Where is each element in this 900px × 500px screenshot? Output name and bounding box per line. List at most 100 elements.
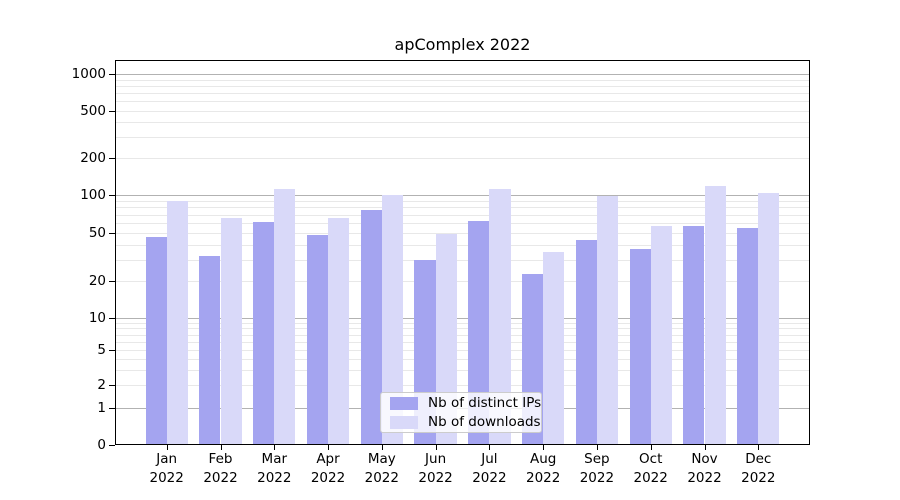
bar-downloads-jun <box>435 234 457 444</box>
x-tick-label-jun: Jun 2022 <box>418 451 453 486</box>
gridline-minor-6 <box>116 341 810 343</box>
y-tick-label-50: 50 <box>88 225 106 241</box>
bar-downloads-aug <box>543 251 565 444</box>
x-tick-label-jul: Jul 2022 <box>472 451 507 486</box>
x-tick-label-feb: Feb 2022 <box>203 451 238 486</box>
y-tick-label-100: 100 <box>80 187 106 203</box>
y-tick-label-10: 10 <box>88 310 106 326</box>
bar-ips-mar <box>253 222 275 444</box>
axis-spine-bottom <box>115 444 810 445</box>
x-tick-mark-jul <box>489 445 491 450</box>
x-tick-label-may: May 2022 <box>364 451 399 486</box>
gridline-minor-300 <box>116 137 810 139</box>
chart-title: apComplex 2022 <box>394 35 531 54</box>
y-tick-label-1: 1 <box>97 400 106 416</box>
legend-swatch-downloads <box>390 415 418 429</box>
bar-downloads-apr <box>328 217 350 444</box>
x-tick-mark-sep <box>596 445 598 450</box>
x-tick-label-apr: Apr 2022 <box>310 451 346 486</box>
y-tick-label-20: 20 <box>88 273 106 289</box>
y-tick-label-500: 500 <box>80 103 106 119</box>
x-tick-label-jan: Jan 2022 <box>149 451 184 486</box>
bar-ips-may <box>360 210 382 444</box>
gridline-minor-500 <box>116 111 810 112</box>
x-tick-mark-jun <box>435 445 437 450</box>
gridline-minor-90 <box>116 200 810 202</box>
gridline-minor-20 <box>116 281 810 282</box>
bar-ips-jan <box>145 237 167 444</box>
gridline-minor-200 <box>116 158 810 159</box>
axis-spine-left <box>115 60 116 445</box>
gridline-minor-8 <box>116 328 810 330</box>
gridline-major-10 <box>116 318 810 319</box>
gridline-major-100 <box>116 195 810 196</box>
gridline-minor-30 <box>116 259 810 261</box>
gridline-minor-3 <box>116 369 810 371</box>
axis-spine-top <box>115 60 810 61</box>
bar-ips-jul <box>468 221 490 444</box>
bar-ips-feb <box>199 256 221 444</box>
legend-label-distinct-ips: Nb of distinct IPs <box>428 395 542 411</box>
legend: Nb of distinct IPs Nb of downloads <box>380 392 542 433</box>
bar-downloads-oct <box>650 225 672 444</box>
bar-ips-apr <box>306 235 328 444</box>
x-tick-mark-jan <box>166 445 168 450</box>
y-tick-label-2: 2 <box>97 377 106 393</box>
x-tick-label-aug: Aug 2022 <box>526 451 561 486</box>
y-tick-label-0: 0 <box>97 436 106 453</box>
x-tick-label-dec: Dec 2022 <box>741 451 776 486</box>
bar-ips-sep <box>575 239 597 444</box>
x-tick-mark-oct <box>650 445 652 450</box>
gridline-minor-4 <box>116 358 810 360</box>
x-tick-mark-nov <box>704 445 706 450</box>
x-tick-mark-apr <box>328 445 329 450</box>
y-tick-label-5: 5 <box>97 342 106 358</box>
y-tick-mark-0 <box>109 444 115 446</box>
bar-downloads-jul <box>489 189 511 444</box>
x-tick-mark-aug <box>543 445 545 450</box>
x-tick-label-oct: Oct 2022 <box>633 451 668 486</box>
y-tick-mark-2 <box>109 385 115 386</box>
legend-swatch-distinct-ips <box>390 396 418 410</box>
gridline-minor-2 <box>116 385 810 386</box>
gridline-major-1000 <box>116 74 810 75</box>
gridline-minor-50 <box>116 233 810 234</box>
y-tick-mark-200 <box>109 158 115 159</box>
bar-downloads-feb <box>220 217 242 444</box>
gridline-minor-80 <box>116 207 810 209</box>
gridline-minor-60 <box>116 223 810 224</box>
legend-item-downloads: Nb of downloads <box>381 414 541 430</box>
y-tick-mark-10 <box>109 318 115 319</box>
bar-downloads-sep <box>596 196 619 444</box>
bar-downloads-may <box>381 195 403 444</box>
y-tick-mark-20 <box>109 281 115 282</box>
gridline-minor-900 <box>116 79 810 81</box>
gridline-minor-7 <box>116 334 810 336</box>
gridline-minor-40 <box>116 244 810 246</box>
x-tick-mark-may <box>381 445 383 450</box>
y-tick-mark-500 <box>109 111 115 112</box>
y-tick-mark-1000 <box>109 74 115 75</box>
gridline-minor-70 <box>116 214 810 216</box>
bar-downloads-mar <box>274 188 296 444</box>
bar-ips-nov <box>683 225 705 444</box>
y-tick-label-1000: 1000 <box>71 66 106 82</box>
bar-downloads-jan <box>166 200 188 444</box>
bar-ips-dec <box>737 227 759 444</box>
bar-downloads-dec <box>758 193 780 444</box>
x-tick-mark-feb <box>220 445 222 450</box>
y-tick-mark-1 <box>109 408 115 409</box>
y-tick-mark-50 <box>109 233 115 234</box>
gridline-minor-800 <box>116 85 810 87</box>
gridline-minor-600 <box>116 101 810 103</box>
x-tick-mark-dec <box>758 445 760 450</box>
bar-ips-oct <box>629 248 651 444</box>
y-tick-label-200: 200 <box>80 150 106 166</box>
axis-spine-right <box>809 60 810 445</box>
bar-downloads-nov <box>704 185 726 444</box>
legend-label-downloads: Nb of downloads <box>428 414 541 430</box>
x-tick-mark-mar <box>274 445 276 450</box>
legend-item-distinct-ips: Nb of distinct IPs <box>381 395 541 411</box>
